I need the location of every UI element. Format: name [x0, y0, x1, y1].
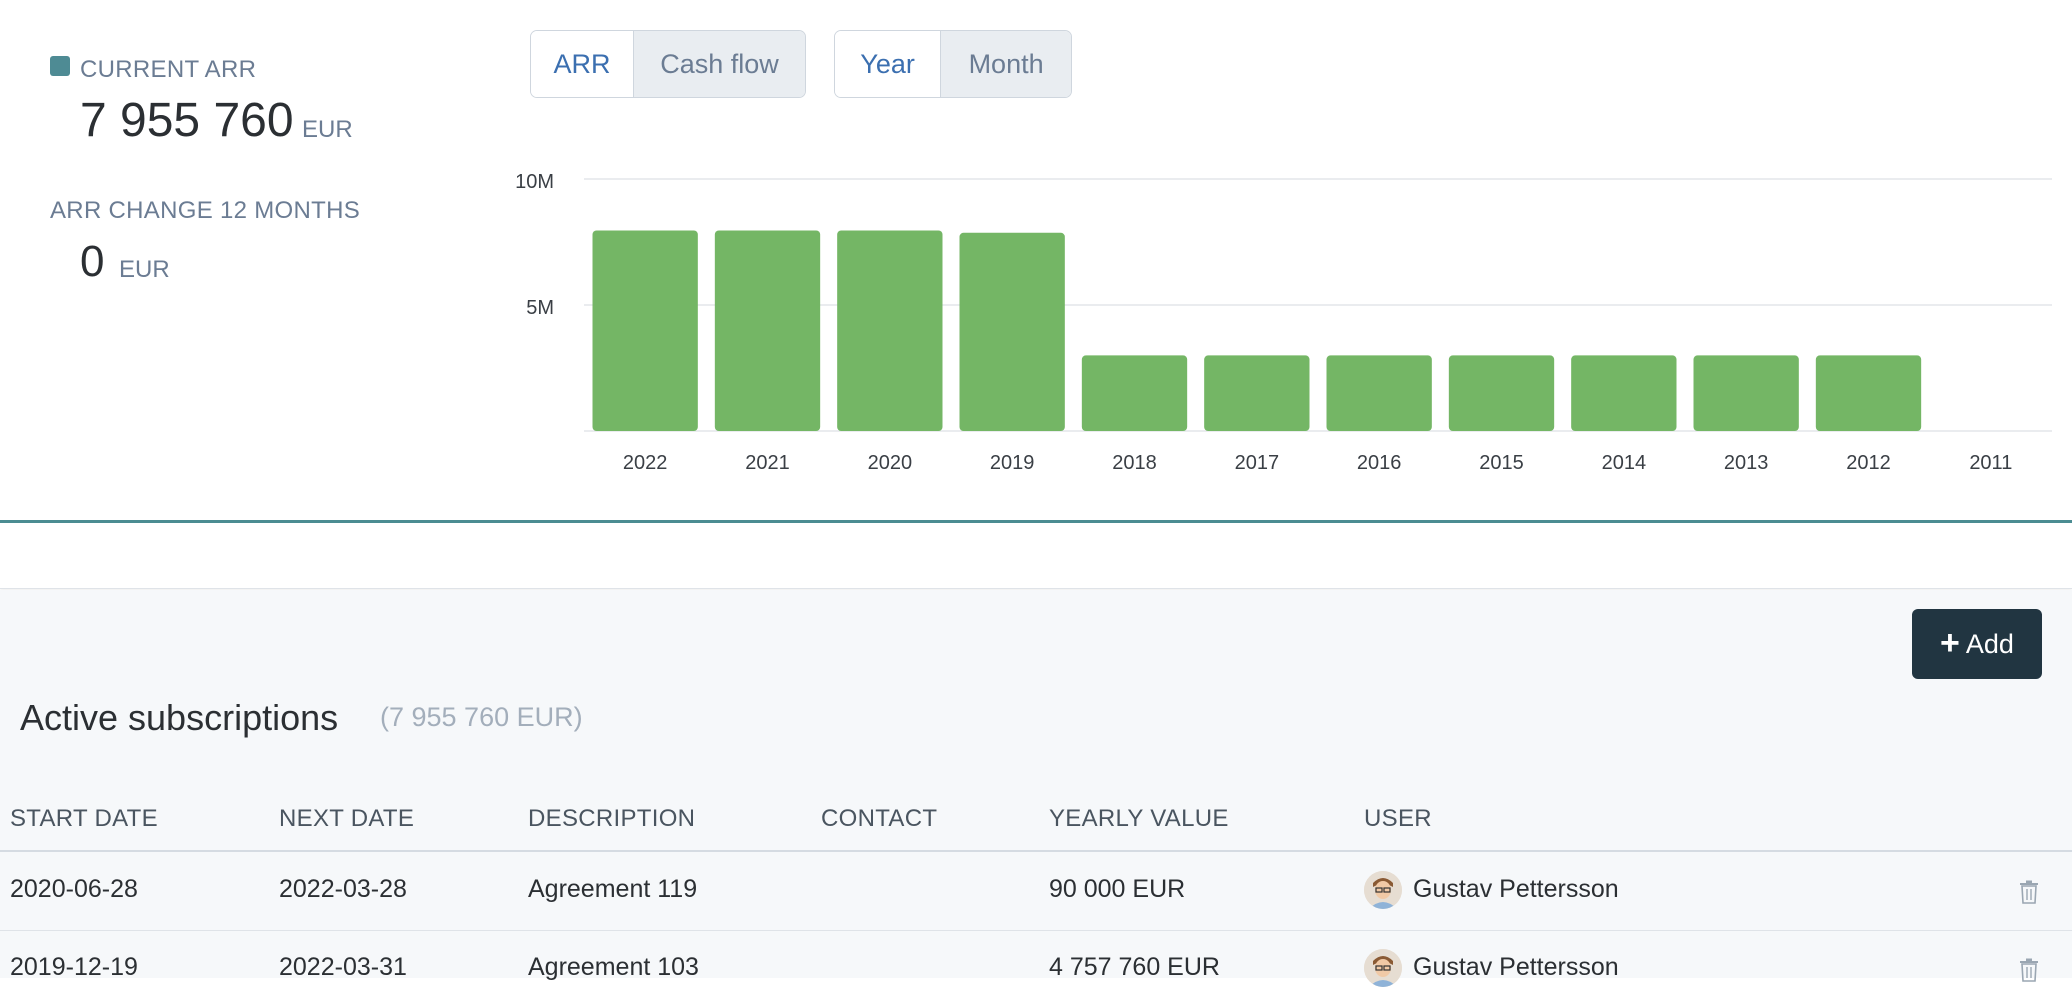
- arr-toggle-button[interactable]: ARR: [531, 31, 633, 97]
- bar-2016: [1326, 355, 1432, 431]
- person-icon: [1364, 871, 1402, 909]
- x-tick-label: 2019: [990, 452, 1035, 474]
- bar-2020: [837, 230, 943, 431]
- subscriptions-panel: [0, 590, 2072, 978]
- next-date-cell: 2022-03-31: [279, 953, 407, 981]
- y-tick-label: 5M: [526, 297, 554, 319]
- person-icon: [1364, 949, 1402, 987]
- arr-bar-chart: 5M 10M 2022 2021 2020 2019 2018 2017 2016 2015 201…: [515, 171, 2052, 474]
- add-button-label: Add: [1965, 628, 2014, 659]
- column-header-contact[interactable]: CONTACT: [821, 805, 938, 832]
- current-arr-legend-swatch: [50, 56, 70, 76]
- bar-2021: [714, 230, 821, 431]
- user-avatar: [1364, 949, 1402, 987]
- x-tick-label: 2017: [1235, 452, 1280, 474]
- x-tick-label: 2014: [1602, 452, 1647, 474]
- bar-2019: [959, 232, 1065, 431]
- section-total: (7 955 760 EUR): [380, 702, 583, 732]
- bar-2012: [1815, 355, 1922, 431]
- column-header-next-date[interactable]: NEXT DATE: [279, 805, 415, 832]
- current-arr-unit: EUR: [302, 116, 353, 143]
- section-title: Active subscriptions: [20, 697, 339, 738]
- column-header-start-date[interactable]: START DATE: [10, 805, 158, 832]
- y-tick-label: 10M: [515, 171, 554, 193]
- bar-2018: [1081, 355, 1188, 431]
- arr-overview-panel: CURRENT ARR 7 955 760 EUR ARR CHANGE 12 …: [50, 30, 2052, 474]
- x-tick-label: 2016: [1357, 452, 1402, 474]
- user-name-cell: Gustav Pettersson: [1413, 953, 1619, 981]
- description-cell[interactable]: Agreement 119: [528, 875, 698, 903]
- row-divider: [0, 930, 2072, 931]
- metric-toggle-group: ARR Cash flow: [530, 30, 806, 98]
- arr-change-unit: EUR: [119, 256, 170, 283]
- month-toggle-button[interactable]: Month: [940, 31, 1071, 97]
- arr-change-value: 0: [80, 237, 105, 286]
- trash-icon[interactable]: [2018, 958, 2040, 982]
- current-arr-label: CURRENT ARR: [80, 56, 257, 83]
- x-tick-label: 2022: [623, 452, 668, 474]
- x-tick-label: 2012: [1846, 452, 1891, 474]
- period-toggle-group: Year Month: [834, 30, 1072, 98]
- bar-2022: [592, 230, 698, 431]
- bar-2015: [1448, 355, 1555, 431]
- panel-gap: [0, 523, 2072, 589]
- bar-2014: [1571, 355, 1677, 431]
- table-header-divider: [0, 850, 2072, 852]
- section-divider: [0, 520, 2072, 523]
- x-tick-label: 2020: [868, 452, 913, 474]
- next-date-cell: 2022-03-28: [279, 875, 407, 903]
- current-arr-value: 7 955 760: [80, 94, 294, 147]
- column-header-yearly-value[interactable]: YEARLY VALUE: [1049, 805, 1229, 832]
- description-cell[interactable]: Agreement 103: [528, 953, 699, 981]
- x-tick-label: 2013: [1724, 452, 1769, 474]
- year-toggle-button[interactable]: Year: [835, 31, 941, 97]
- x-tick-label: 2018: [1112, 452, 1157, 474]
- start-date-cell: 2019-12-19: [10, 953, 138, 981]
- bar-2013: [1693, 355, 1799, 431]
- plus-icon: +: [1940, 623, 1960, 662]
- start-date-cell: 2020-06-28: [10, 875, 138, 903]
- user-name-cell: Gustav Pettersson: [1413, 875, 1619, 903]
- user-avatar: [1364, 871, 1402, 909]
- bar-2017: [1204, 355, 1310, 431]
- column-header-user[interactable]: USER: [1364, 805, 1432, 832]
- column-header-description[interactable]: DESCRIPTION: [528, 805, 696, 832]
- cash-flow-toggle-button[interactable]: Cash flow: [633, 31, 805, 97]
- trash-icon[interactable]: [2018, 880, 2040, 904]
- arr-change-label: ARR CHANGE 12 MONTHS: [50, 197, 361, 224]
- x-tick-label: 2021: [745, 452, 790, 474]
- x-tick-label: 2011: [1969, 452, 2012, 474]
- yearly-value-cell: 90 000 EUR: [1049, 875, 1186, 903]
- x-tick-label: 2015: [1479, 452, 1524, 474]
- yearly-value-cell: 4 757 760 EUR: [1049, 953, 1220, 981]
- add-subscription-button[interactable]: + Add: [1912, 609, 2042, 679]
